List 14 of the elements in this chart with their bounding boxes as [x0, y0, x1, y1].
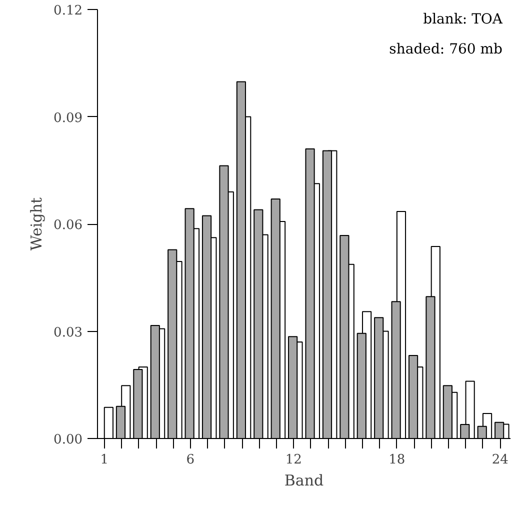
y-axis-title: Weight	[28, 197, 46, 251]
y-tick-label: 0.09	[54, 110, 83, 126]
annotation: shaded: 760 mb	[389, 42, 503, 58]
x-axis-title: Band	[284, 472, 324, 490]
y-tick-label: 0.06	[54, 218, 83, 233]
y-tick-label: 0.00	[54, 432, 83, 448]
y-tick-label: 0.03	[54, 325, 83, 340]
x-tick-label: 1	[100, 452, 109, 468]
x-tick-label: 12	[285, 452, 302, 468]
annotation: blank: TOA	[423, 12, 504, 28]
x-tick-label: 18	[388, 452, 406, 468]
y-tick-label: 0.12	[54, 4, 83, 18]
x-tick-label: 24	[492, 452, 508, 468]
x-tick-label: 6	[186, 452, 195, 468]
